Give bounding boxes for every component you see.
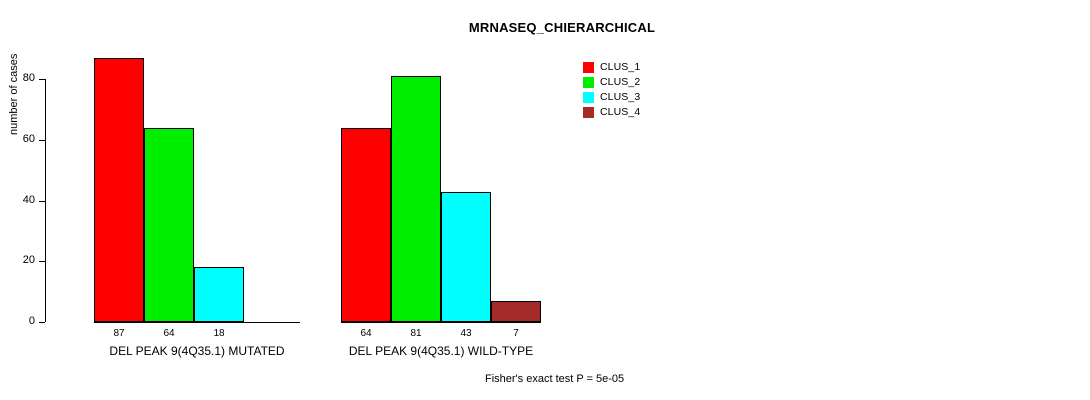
y-axis-line xyxy=(45,79,46,322)
legend-swatch-clus_3 xyxy=(583,91,594,103)
legend-item: CLUS_2 xyxy=(583,75,640,89)
legend-label: CLUS_3 xyxy=(600,91,641,103)
y-axis-tick-label: 80 xyxy=(22,72,35,85)
y-axis-tick-label: 40 xyxy=(22,193,35,206)
y-axis-tick-label: 20 xyxy=(22,254,35,267)
bar-value-label: 7 xyxy=(513,328,519,339)
bar-clus_4 xyxy=(491,300,541,322)
y-axis-tick xyxy=(39,200,45,202)
legend-swatch-clus_1 xyxy=(583,61,594,73)
bar-clus_2 xyxy=(144,127,194,322)
legend-label: CLUS_2 xyxy=(600,76,641,88)
legend: CLUS_1 CLUS_2 CLUS_3 CLUS_4 xyxy=(583,60,640,120)
bar-value-label: 64 xyxy=(360,328,372,339)
legend-item: CLUS_3 xyxy=(583,90,640,104)
annotation-text: Fisher's exact test P = 5e-05 xyxy=(485,373,625,385)
y-axis-tick xyxy=(39,322,45,323)
legend-label: CLUS_1 xyxy=(600,61,641,73)
chart-title: MRNASEQ_CHIERARCHICAL xyxy=(0,20,1090,35)
legend-swatch-clus_4 xyxy=(583,106,594,118)
group-label: DEL PEAK 9(4Q35.1) WILD-TYPE xyxy=(348,344,534,358)
bar-clus_3 xyxy=(441,191,491,322)
x-axis-line xyxy=(94,322,300,323)
group-label: DEL PEAK 9(4Q35.1) MUTATED xyxy=(109,344,285,358)
bar-value-label: 81 xyxy=(410,328,422,339)
y-axis-tick-label: 0 xyxy=(28,315,35,327)
bar-value-label: 18 xyxy=(213,328,225,339)
bar-clus_3 xyxy=(194,267,244,322)
legend-item: CLUS_1 xyxy=(583,60,640,74)
bar-clus_1 xyxy=(341,127,391,322)
legend-label: CLUS_4 xyxy=(600,106,641,118)
bar-clus_2 xyxy=(391,76,441,322)
bar-value-label: 43 xyxy=(460,328,472,339)
y-axis-tick xyxy=(39,139,45,141)
bar-clus_1 xyxy=(94,58,144,322)
y-axis-tick xyxy=(39,261,45,263)
chart-title-text: MRNASEQ_CHIERARCHICAL xyxy=(468,20,656,35)
bar-value-label: 87 xyxy=(113,328,125,339)
legend-item: CLUS_4 xyxy=(583,105,640,119)
y-axis-tick xyxy=(39,79,45,81)
bar-value-label: 64 xyxy=(163,328,175,339)
x-axis-line xyxy=(341,322,541,323)
y-axis-tick-label: 60 xyxy=(22,132,35,145)
legend-swatch-clus_2 xyxy=(583,76,594,88)
